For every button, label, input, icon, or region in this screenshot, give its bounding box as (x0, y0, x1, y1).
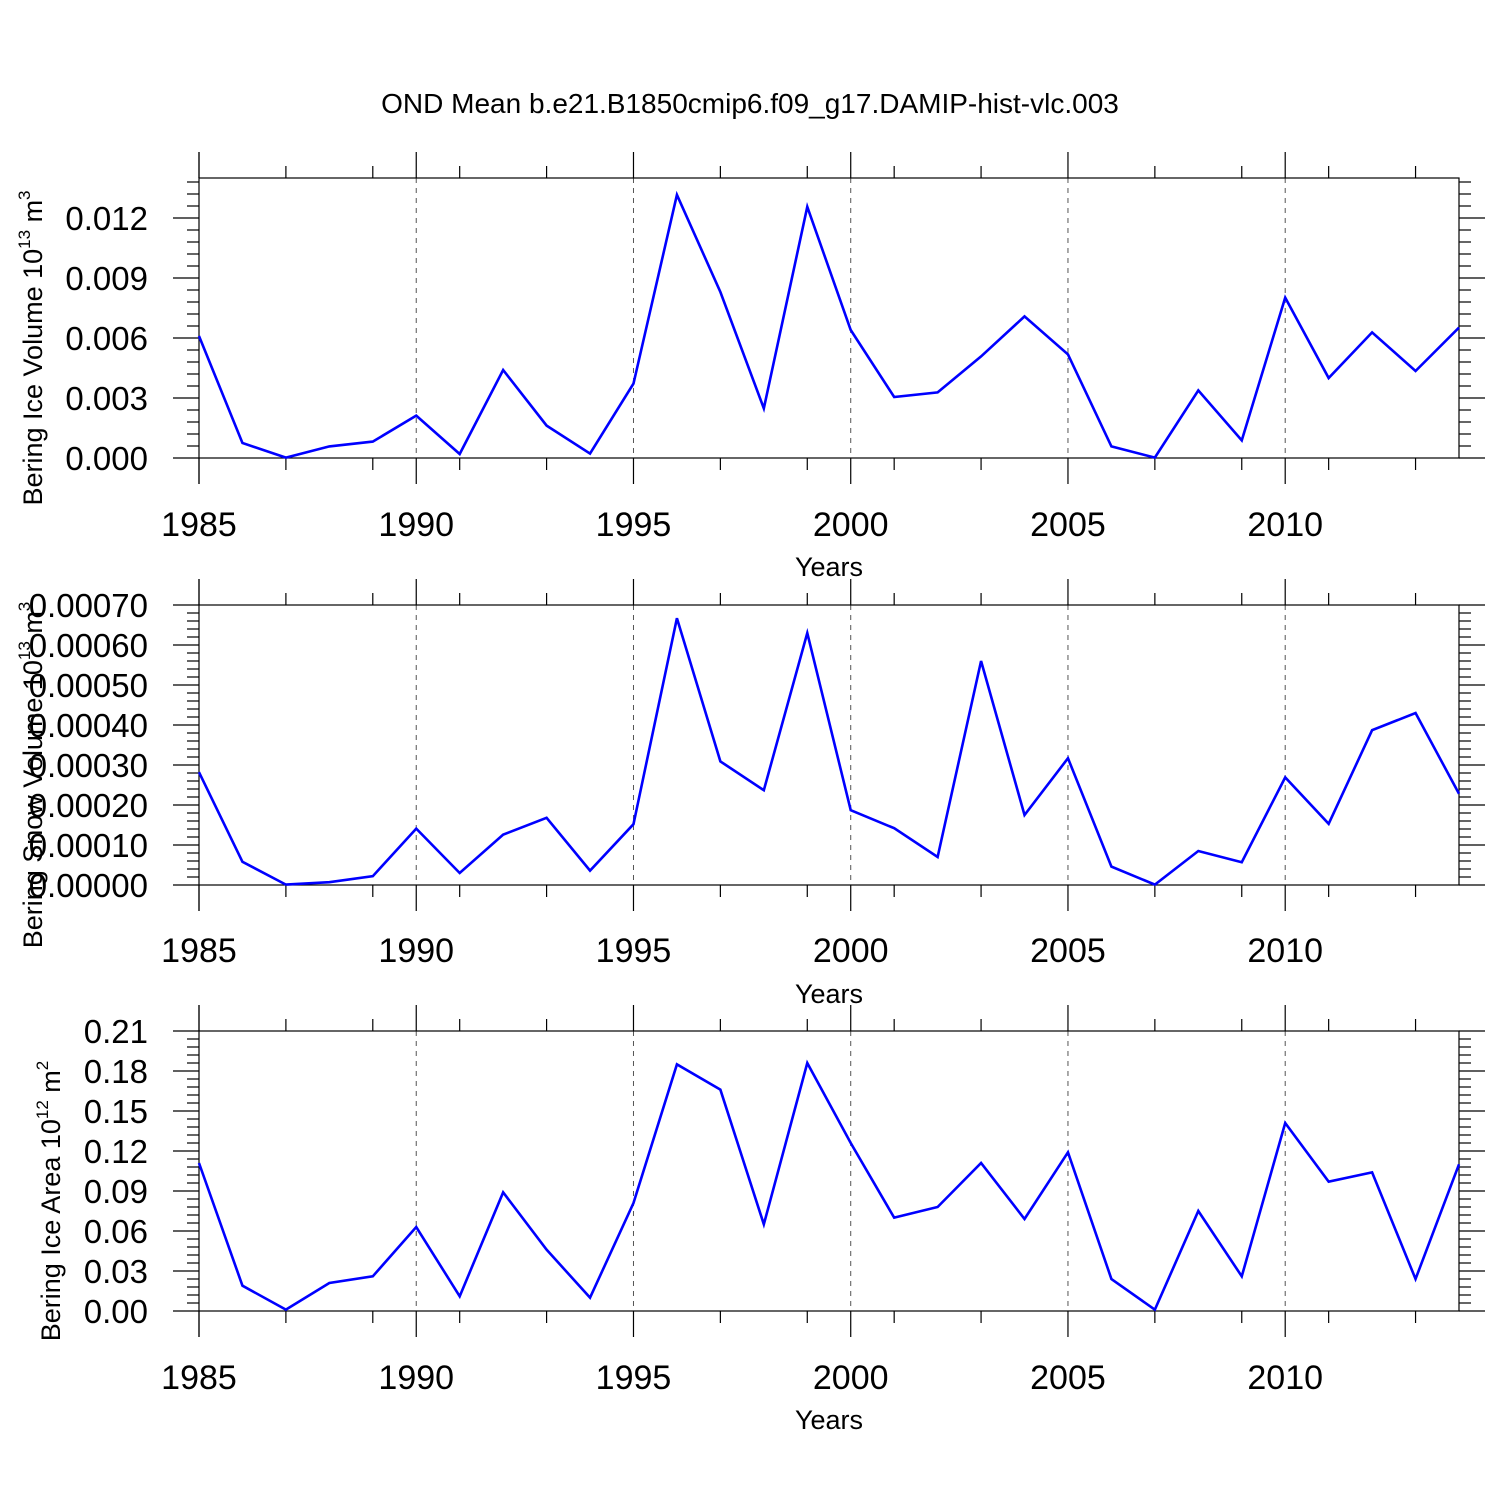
plot-frame (198, 177, 1460, 459)
x-tick-label: 1995 (596, 932, 672, 970)
x-tick-label: 2005 (1030, 506, 1106, 544)
y-axis-title: Bering Ice Volume 1013 m3 (15, 190, 48, 505)
figure-title: OND Mean b.e21.B1850cmip6.f09_g17.DAMIP-… (381, 88, 1119, 119)
y-tick-label: 0.09 (84, 1173, 148, 1210)
x-tick-label: 2000 (813, 506, 889, 544)
y-tick-label: 0.009 (65, 260, 148, 297)
x-tick-label: 2005 (1030, 1359, 1106, 1397)
x-tick-label: 1990 (378, 932, 454, 970)
x-tick-label: 2010 (1247, 932, 1323, 970)
y-tick-label: 0.012 (65, 200, 148, 237)
x-tick-label: 2010 (1247, 1359, 1323, 1397)
x-tick-label: 2010 (1247, 506, 1323, 544)
x-tick-label: 1985 (161, 506, 237, 544)
y-tick-label: 0.000 (65, 440, 148, 477)
y-tick-label: 0.03 (84, 1253, 148, 1290)
y-tick-label: 0.00050 (29, 667, 148, 704)
x-axis-title: Years (795, 552, 863, 582)
series-line (197, 1059, 1461, 1312)
y-tick-label: 0.00030 (29, 747, 148, 784)
x-tick-label: 1990 (378, 1359, 454, 1397)
x-tick-label: 1985 (161, 932, 237, 970)
y-axis-title: Bering Ice Area 1012 m2 (33, 1061, 66, 1342)
x-tick-label: 1990 (378, 506, 454, 544)
x-axis-title: Years (795, 979, 863, 1009)
panel-ice-area: 1985 1990 1995 2000 2005 2010Years0.000.030.0… (33, 1005, 1485, 1435)
x-tick-label: 2005 (1030, 932, 1106, 970)
x-tick-label: 2000 (813, 1359, 889, 1397)
x-tick-label: 2000 (813, 932, 889, 970)
x-axis-title: Years (795, 1405, 863, 1435)
y-tick-label: 0.00070 (29, 587, 148, 624)
y-tick-label: 0.00020 (29, 787, 148, 824)
x-tick-label: 1985 (161, 1359, 237, 1397)
y-tick-label: 0.00010 (29, 827, 148, 864)
y-tick-label: 0.00000 (29, 867, 148, 904)
y-tick-label: 0.00060 (29, 627, 148, 664)
panel-snow-volume: 1985 1990 1995 2000 2005 2010Years0.000000.00… (15, 579, 1485, 1009)
series-line (197, 190, 1460, 460)
y-tick-label: 0.12 (84, 1133, 148, 1170)
plot-frame (198, 604, 1460, 886)
y-tick-label: 0.00040 (29, 707, 148, 744)
y-tick-label: 0.21 (84, 1013, 148, 1050)
series-line (197, 617, 1461, 887)
y-tick-label: 0.18 (84, 1053, 148, 1090)
x-tick-label: 1995 (596, 506, 672, 544)
y-axis-title: Bering Snow Volume 1013 m3 (15, 602, 48, 949)
y-tick-label: 0.006 (65, 320, 148, 357)
plot-frame (198, 1030, 1460, 1312)
x-tick-label: 1995 (596, 1359, 672, 1397)
y-tick-label: 0.06 (84, 1213, 148, 1250)
y-tick-label: 0.00 (84, 1293, 148, 1330)
panel-ice-volume: 1985 1990 1995 2000 2005 2010 Years 0.000 0.003 0… (15, 152, 1485, 582)
y-tick-label: 0.003 (65, 380, 148, 417)
chart-panels: 1985 1990 1995 2000 2005 2010 Years 0.000 0.003 0… (15, 152, 1485, 1435)
y-tick-label: 0.15 (84, 1093, 148, 1130)
